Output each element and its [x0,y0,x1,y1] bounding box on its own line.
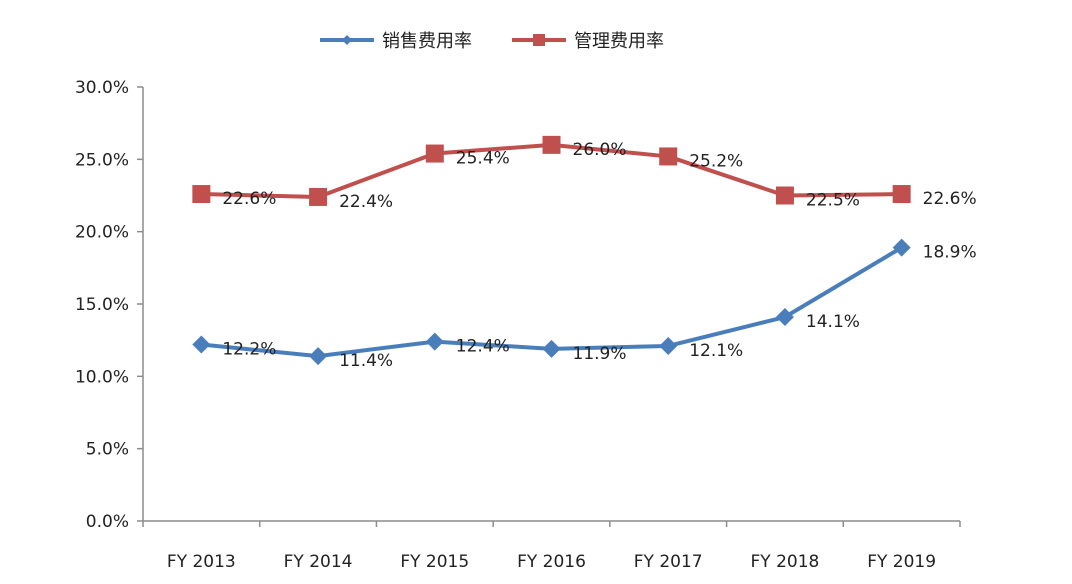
y-tick-label: 10.0% [75,367,129,387]
data-label: 22.6% [923,189,977,209]
data-label: 12.2% [222,340,276,360]
y-tick-label: 30.0% [75,78,129,98]
x-tick-label: FY 2013 [167,552,236,572]
data-label: 25.4% [456,149,510,169]
data-point [425,144,444,163]
series-line [201,245,903,359]
data-point [542,135,561,154]
legend-marker [342,35,352,45]
legend-item: 销售费用率 [320,31,472,52]
axes: 0.0% 5.0% 10.0% 15.0% 20.0% 25.0% 30.0% FY 2013… [75,78,961,572]
data-point [542,339,561,358]
y-tick-label: 20.0% [75,223,129,243]
legend-marker [533,34,545,46]
data-label: 11.4% [339,351,393,371]
data-label: 22.5% [806,191,860,211]
data-label: 25.2% [689,151,743,171]
data-point [892,238,911,257]
data-point [309,347,328,366]
data-point [892,185,911,204]
legend-label: 管理费用率 [574,31,664,52]
data-point [309,187,328,206]
x-tick-label: FY 2014 [284,552,353,572]
series-2: 22.6% 22.4% 25.4% 26.0% 25.2% 22.5% 22.6% [192,135,977,212]
data-label: 11.9% [573,344,627,364]
data-label: 12.4% [456,337,510,357]
series-layer: 12.2% 11.4% 12.4% 11.9% 12.1% 14.1% 18.9% 22.6%… [192,135,977,371]
x-tick-label: FY 2018 [751,552,820,572]
y-tick-label: 25.0% [75,150,129,170]
x-tick-label: FY 2016 [517,552,586,572]
y-tick-label: 15.0% [75,295,129,315]
data-point [659,147,678,166]
data-label: 12.1% [689,341,743,361]
data-point [425,332,444,351]
x-tick-label: FY 2017 [634,552,703,572]
data-point [192,185,211,204]
data-label: 26.0% [573,140,627,160]
legend: 销售费用率 管理费用率 [320,31,664,52]
data-point [192,335,211,354]
data-label: 22.4% [339,192,393,212]
series-1: 12.2% 11.4% 12.4% 11.9% 12.1% 14.1% 18.9% [192,238,977,371]
x-tick-label: FY 2019 [867,552,936,572]
y-tick-label: 5.0% [86,440,129,460]
data-label: 22.6% [222,189,276,209]
legend-label: 销售费用率 [382,31,472,52]
data-label: 14.1% [806,312,860,332]
data-point [659,336,678,355]
x-tick-label: FY 2015 [400,552,469,572]
y-tick-label: 0.0% [86,512,129,532]
data-point [775,308,794,327]
data-label: 18.9% [923,243,977,263]
data-point [775,186,794,205]
legend-item: 管理费用率 [512,31,664,52]
